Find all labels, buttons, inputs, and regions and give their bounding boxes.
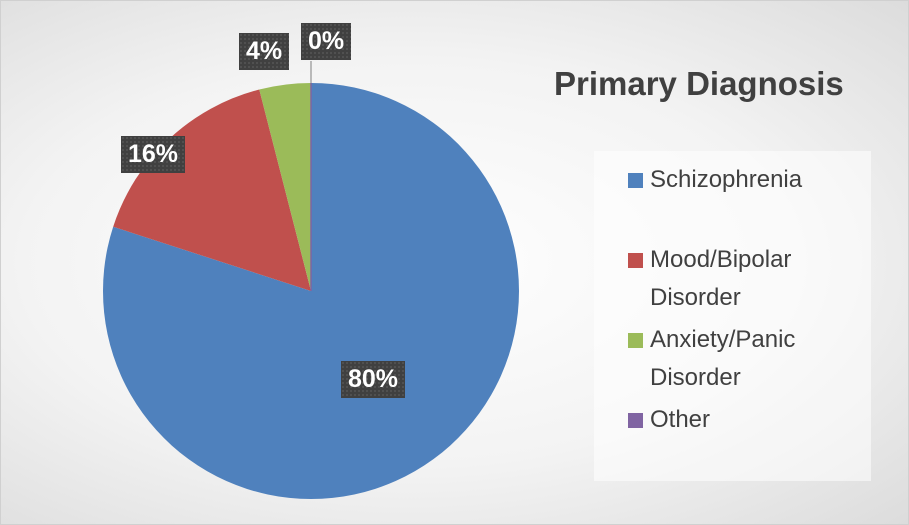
legend-swatch — [628, 333, 643, 348]
data-label: 4% — [239, 33, 290, 70]
legend-label: Anxiety/Panic Disorder — [650, 326, 796, 391]
legend-swatch — [628, 253, 643, 268]
data-label: 0% — [301, 23, 352, 60]
legend-label: Other — [650, 406, 711, 433]
legend-item: Mood/Bipolar Disorder — [628, 241, 858, 317]
legend-item: Schizophrenia — [628, 161, 858, 199]
legend-swatch — [628, 173, 643, 188]
legend-swatch — [628, 413, 643, 428]
legend-label: Schizophrenia — [650, 166, 803, 193]
legend-item: Anxiety/Panic Disorder — [628, 321, 858, 397]
data-label: 16% — [121, 136, 186, 173]
legend-item: Other — [628, 401, 858, 439]
pie-slice — [259, 83, 311, 291]
legend: Schizophrenia Mood/Bipolar Disorder Anxiet… — [594, 151, 871, 481]
chart-title: Primary Diagnosis — [554, 65, 844, 102]
data-label: 80% — [341, 361, 406, 398]
pie-slice — [113, 89, 312, 292]
legend-label: Mood/Bipolar Disorder — [650, 246, 792, 311]
